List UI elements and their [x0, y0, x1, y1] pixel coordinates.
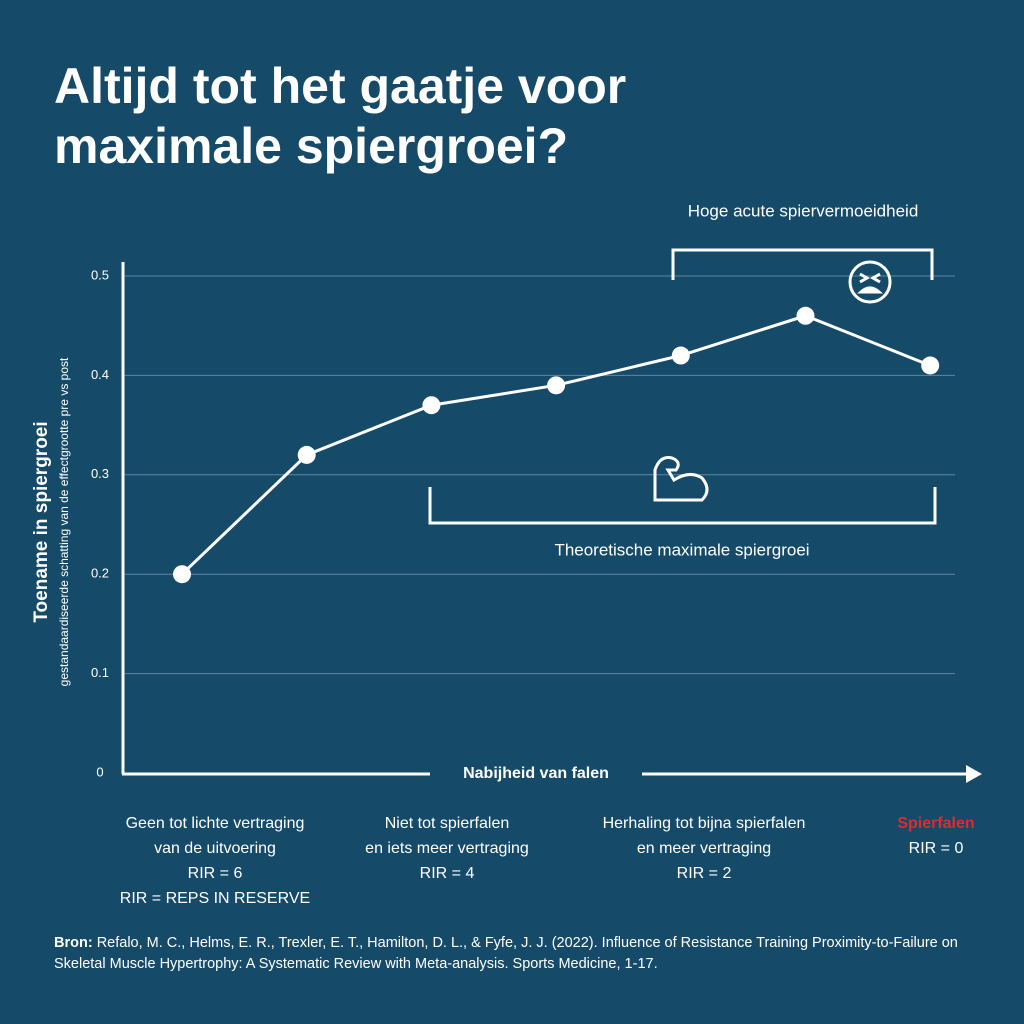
x-group-label: Geen tot lichte vertraging	[126, 815, 305, 832]
point	[921, 356, 940, 375]
fatigue-icon	[848, 260, 892, 304]
x-group-label: van de uitvoering	[154, 840, 276, 857]
x-group-label: RIR = REPS IN RESERVE	[120, 890, 310, 907]
source-label: Bron:	[54, 935, 93, 951]
y-tick-label: 0.4	[91, 367, 109, 382]
x-group-label: en meer vertraging	[637, 840, 771, 857]
x-group-label: RIR = 6	[188, 865, 243, 882]
x-group-label: RIR = 4	[420, 865, 475, 882]
y-tick-label: 0.3	[91, 466, 109, 481]
line	[180, 314, 931, 576]
point	[796, 306, 815, 325]
y-tick-label: 0.1	[91, 665, 109, 680]
y-tick-label: 0	[96, 764, 103, 779]
point	[173, 565, 191, 584]
y-axis-label: Toename in spiergroei	[31, 421, 52, 622]
y-axis-sublabel: gestandaardiseerde schatting van de effe…	[57, 357, 71, 686]
bracket	[428, 487, 937, 525]
source-text: Refalo, M. C., Helms, E. R., Trexler, E.…	[54, 935, 958, 972]
annotation: Hoge acute spiervermoeidheid	[688, 201, 919, 220]
x-group-label: en iets meer vertraging	[365, 840, 529, 857]
x-group-label: RIR = 2	[677, 865, 732, 882]
x-group-label: Spierfalen	[897, 815, 974, 832]
y-tick-label: 0.5	[91, 267, 109, 282]
source: Bron: Refalo, M. C., Helms, E. R., Trexl…	[54, 933, 1004, 975]
point	[671, 346, 690, 365]
muscle-icon	[653, 456, 709, 502]
y-tick-label: 0.2	[91, 566, 109, 581]
x-group-label: RIR = 0	[909, 840, 964, 857]
x-group-label: Niet tot spierfalen	[385, 815, 510, 832]
x-axis-arrow	[966, 765, 982, 783]
title-line: maximale spiergroei?	[54, 118, 568, 174]
x-axis-label: Nabijheid van falen	[463, 765, 609, 782]
bracket	[671, 248, 934, 280]
point	[297, 445, 316, 464]
title-line: Altijd tot het gaatje voor	[54, 58, 626, 114]
point	[422, 396, 441, 415]
x-group-label: Herhaling tot bijna spierfalen	[603, 815, 806, 832]
point	[547, 376, 566, 395]
annotation: Theoretische maximale spiergroei	[554, 540, 809, 559]
